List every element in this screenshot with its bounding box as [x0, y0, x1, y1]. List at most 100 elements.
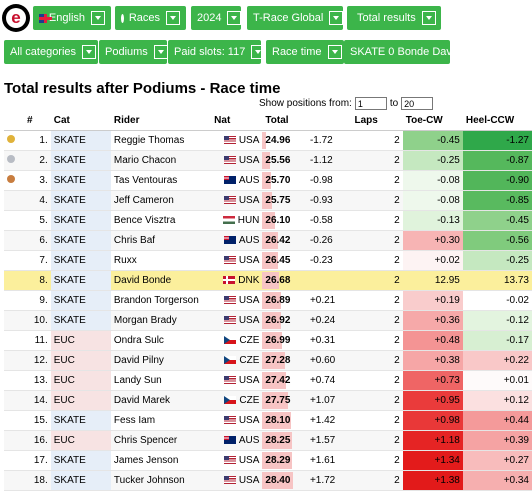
- chevron-down-icon: [82, 45, 97, 59]
- language-dropdown[interactable]: English: [33, 6, 111, 30]
- toe-cw-header[interactable]: Toe-CW: [402, 111, 463, 131]
- nation-code: AUS: [238, 175, 260, 186]
- rider-cell[interactable]: Tucker Johnson: [110, 470, 212, 491]
- category-cell: SKATE: [50, 130, 111, 151]
- rider-cell[interactable]: Mario Chacon: [110, 150, 212, 171]
- position-to-label: to: [389, 98, 399, 109]
- laps-cell: 2: [351, 170, 403, 191]
- cat-header[interactable]: Cat: [50, 111, 111, 131]
- total-cell: 24.96: [262, 130, 307, 151]
- usa-flag-icon: [223, 476, 236, 485]
- category-dropdown[interactable]: All categories: [4, 40, 98, 64]
- rider-cell[interactable]: Landy Sun: [110, 370, 212, 391]
- rank-header[interactable]: #: [24, 111, 51, 131]
- laps-cell: 2: [351, 310, 403, 331]
- total-time-bar: [262, 272, 280, 289]
- rider-cell[interactable]: Brandon Torgerson: [110, 290, 212, 311]
- table-row[interactable]: 18. SKATE Tucker Johnson USA 28.40 +1.72 2 +1.3…: [4, 470, 532, 491]
- races-dropdown[interactable]: Races: [115, 6, 186, 30]
- table-row[interactable]: 5. SKATE Bence Visztra HUN 26.10 -0.58 2 -0.13-…: [4, 210, 532, 231]
- table-row[interactable]: 11. EUC Ondra Sulc CZE 26.99 +0.31 2 +0.48 -0.17: [4, 330, 532, 351]
- rank-cell: 7.: [24, 250, 51, 271]
- rider-cell[interactable]: Ondra Sulc: [110, 330, 212, 351]
- series-dropdown[interactable]: T-Race Global: [247, 6, 344, 30]
- year-dropdown[interactable]: 2024: [191, 6, 242, 30]
- medal-cell: [4, 470, 25, 491]
- table-row[interactable]: 10. SKATE Morgan Brady USA 26.92 +0.24 2 +0.36-…: [4, 310, 532, 331]
- table-row[interactable]: 6. SKATE Chris Baf AUS 26.42 -0.26 2 +0.30 -0.56: [4, 230, 532, 251]
- rider-dropdown[interactable]: SKATE 0 Bonde David: [344, 40, 481, 64]
- table-row[interactable]: 1. SKATE Reggie Thomas USA 24.96 -1.72 2 -0.45-…: [4, 130, 532, 151]
- laps-cell: 2: [351, 350, 403, 371]
- total-value: 26.45: [265, 255, 291, 266]
- total-time-bar: [262, 332, 282, 349]
- rank-cell: 16.: [24, 430, 51, 451]
- results-dropdown[interactable]: Total results: [347, 6, 441, 30]
- rider-cell[interactable]: Tas Ventouras: [110, 170, 212, 191]
- cze-flag-icon: [224, 336, 237, 345]
- category-cell: SKATE: [50, 310, 111, 331]
- metric-dropdown[interactable]: Race time: [266, 40, 344, 64]
- medal-cell: [4, 410, 25, 431]
- total-value: 28.29: [265, 455, 291, 466]
- rank-cell: 1.: [24, 130, 51, 151]
- category-cell: EUC: [50, 370, 111, 391]
- nat-header[interactable]: Nat: [211, 111, 263, 131]
- stage-dropdown[interactable]: Podiums: [99, 40, 168, 64]
- nation-cell: USA: [211, 370, 263, 391]
- results-table: # Cat Rider Nat Total Laps Toe-CW Heel-C…: [4, 111, 532, 491]
- rider-cell[interactable]: Jeff Cameron: [110, 190, 212, 211]
- category-cell: SKATE: [50, 410, 111, 431]
- total-value: 28.25: [265, 435, 291, 446]
- heel-ccw-cell: -0.02: [462, 290, 532, 311]
- total-header[interactable]: Total: [262, 111, 307, 131]
- rider-cell[interactable]: James Jenson: [110, 450, 212, 471]
- total-time-bar: [262, 152, 271, 169]
- gap-cell: +0.74: [306, 370, 352, 391]
- rider-cell[interactable]: Chris Baf: [110, 230, 212, 251]
- rider-header[interactable]: Rider: [110, 111, 212, 131]
- rider-cell[interactable]: Fess Iam: [110, 410, 212, 431]
- rider-cell[interactable]: David Marek: [110, 390, 212, 411]
- total-time-bar: [262, 412, 291, 429]
- page-title: Total results after Podiums - Race time: [4, 80, 281, 97]
- table-row[interactable]: 3. SKATE Tas Ventouras AUS 25.70 -0.98 2 -0.08-…: [4, 170, 532, 191]
- gap-cell: -0.98: [306, 170, 352, 191]
- table-row[interactable]: 15. SKATE Fess Iam USA 28.10 +1.42 2 +0.98 +0.44: [4, 410, 532, 431]
- toe-cw-cell: -0.45: [402, 130, 463, 151]
- rider-cell[interactable]: Ruxx: [110, 250, 212, 271]
- rider-cell[interactable]: Morgan Brady: [110, 310, 212, 331]
- rider-cell[interactable]: Chris Spencer: [110, 430, 212, 451]
- nation-code: CZE: [239, 355, 260, 366]
- uk-flag-icon: [39, 13, 52, 23]
- toe-cw-cell: -0.08: [402, 170, 463, 191]
- table-row[interactable]: 17. SKATE James Jenson USA 28.29 +1.61 2 +1.34 +…: [4, 450, 532, 471]
- position-from-input[interactable]: [354, 97, 387, 110]
- rider-cell[interactable]: David Pilny: [110, 350, 212, 371]
- table-row[interactable]: 14. EUC David Marek CZE 27.75 +1.07 2 +0.95 +0.1…: [4, 390, 532, 411]
- position-to-input[interactable]: [401, 97, 434, 110]
- table-row[interactable]: 7. SKATE Ruxx USA 26.45 -0.23 2 +0.02 -0.25: [4, 250, 532, 271]
- laps-header[interactable]: Laps: [351, 111, 403, 131]
- table-row[interactable]: 12. EUC David Pilny CZE 27.28 +0.60 2 +0.38 +0.2…: [4, 350, 532, 371]
- toe-cw-cell: +0.95: [402, 390, 463, 411]
- rider-cell[interactable]: Bence Visztra: [110, 210, 212, 231]
- laps-cell: 2: [351, 430, 403, 451]
- gap-cell: -0.23: [306, 250, 352, 271]
- table-row[interactable]: 16. EUC Chris Spencer AUS 28.25 +1.57 2 +1.18 +0…: [4, 430, 532, 451]
- laps-cell: 2: [351, 190, 403, 211]
- rider-cell[interactable]: David Bonde: [110, 270, 212, 291]
- table-row[interactable]: 13. EUC Landy Sun USA 27.42 +0.74 2 +0.73 +0.01: [4, 370, 532, 391]
- table-row[interactable]: 8. SKATE David Bonde DNK 26.68 2 12.95 13.73: [4, 270, 532, 291]
- table-row[interactable]: 4. SKATE Jeff Cameron USA 25.75 -0.93 2 -0.08 -0…: [4, 190, 532, 211]
- paid-slots-dropdown[interactable]: Paid slots: 117: [168, 40, 266, 64]
- app-logo[interactable]: e: [2, 4, 30, 32]
- total-time-bar: [262, 292, 282, 309]
- toe-cw-cell: +1.38: [402, 470, 463, 491]
- heel-ccw-header[interactable]: Heel-CCW: [462, 111, 532, 131]
- table-row[interactable]: 2. SKATE Mario Chacon USA 25.56 -1.12 2 -0.25 -0…: [4, 150, 532, 171]
- gap-cell: +0.24: [306, 310, 352, 331]
- rider-cell[interactable]: Reggie Thomas: [110, 130, 212, 151]
- rank-cell: 14.: [24, 390, 51, 411]
- table-row[interactable]: 9. SKATE Brandon Torgerson USA 26.89 +0.21 2 +0…: [4, 290, 532, 311]
